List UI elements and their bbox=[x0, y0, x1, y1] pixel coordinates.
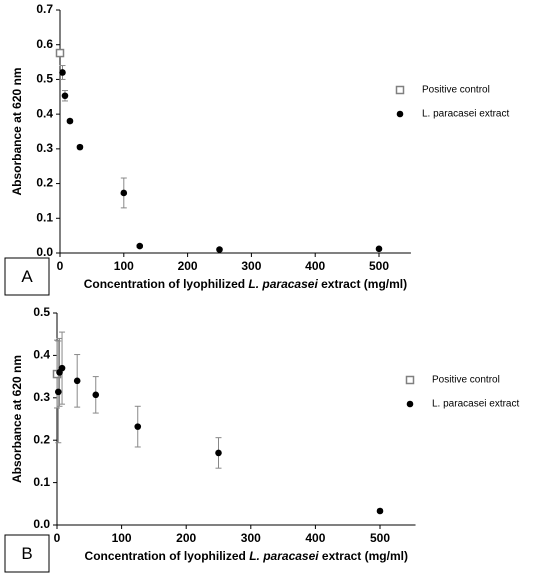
y-tick-label: 0.0 bbox=[36, 245, 53, 259]
y-tick-label: 0.7 bbox=[36, 2, 53, 16]
x-tick-label: 300 bbox=[241, 531, 261, 545]
point bbox=[376, 507, 384, 515]
x-tick-label: 200 bbox=[178, 259, 198, 273]
x-tick-label: 400 bbox=[305, 531, 325, 545]
y-tick-label: 0.4 bbox=[33, 348, 50, 362]
legend-marker bbox=[405, 375, 415, 385]
point bbox=[58, 364, 66, 372]
point bbox=[54, 388, 62, 396]
y-tick-label: 0.1 bbox=[36, 210, 53, 224]
point bbox=[76, 143, 84, 151]
y-tick-label: 0.3 bbox=[36, 141, 53, 155]
x-tick-label: 300 bbox=[241, 259, 261, 273]
y-tick-label: 0.3 bbox=[33, 390, 50, 404]
point bbox=[55, 48, 65, 58]
point bbox=[136, 242, 144, 250]
x-axis-label: Concentration of lyophilized L. paracase… bbox=[84, 277, 407, 291]
x-axis-label-part: L. paracasei bbox=[248, 277, 318, 291]
x-tick-label: 100 bbox=[112, 531, 132, 545]
y-tick-label: 0.6 bbox=[36, 37, 53, 51]
x-axis-label-part: extract (mg/ml) bbox=[318, 277, 407, 291]
point bbox=[61, 92, 69, 100]
y-tick-label: 0.2 bbox=[33, 432, 50, 446]
point bbox=[215, 449, 222, 457]
y-tick-label: 0.2 bbox=[36, 176, 53, 190]
x-axis-label: Concentration of lyophilized L. paracase… bbox=[85, 549, 408, 563]
x-axis-label-part: Concentration of lyophilized bbox=[85, 549, 250, 563]
x-tick-label: 0 bbox=[54, 531, 61, 545]
legend-marker bbox=[396, 110, 404, 118]
y-axis-label: Absorbance at 620 nm bbox=[10, 67, 24, 195]
panel-box bbox=[4, 534, 50, 573]
x-tick-label: 0 bbox=[57, 259, 64, 273]
y-tick-label: 0.5 bbox=[33, 305, 50, 319]
point bbox=[216, 246, 223, 253]
x-tick-label: 400 bbox=[305, 259, 325, 273]
legend-marker bbox=[406, 400, 414, 408]
legend-label: Positive control bbox=[432, 375, 500, 386]
legend-label: Positive control bbox=[422, 85, 490, 96]
y-tick-label: 0.1 bbox=[33, 475, 50, 489]
point bbox=[73, 377, 81, 385]
x-tick-label: 100 bbox=[114, 259, 134, 273]
legend-label: L. paracasei extract bbox=[422, 109, 509, 120]
point bbox=[134, 423, 142, 430]
y-axis-label: Absorbance at 620 nm bbox=[10, 355, 24, 483]
point bbox=[92, 391, 100, 399]
panel-label: A bbox=[21, 267, 33, 286]
legend-marker bbox=[395, 85, 405, 95]
panel-label: B bbox=[21, 544, 32, 563]
x-tick-label: 500 bbox=[369, 259, 389, 273]
point bbox=[120, 189, 128, 197]
x-axis-label-part: extract (mg/ml) bbox=[319, 549, 408, 563]
point bbox=[375, 245, 383, 253]
panel-box bbox=[4, 257, 50, 296]
y-tick-label: 0.4 bbox=[36, 106, 53, 120]
y-tick-label: 0.5 bbox=[36, 72, 53, 86]
legend-label: L. paracasei extract bbox=[432, 399, 519, 410]
y-tick-label: 0.0 bbox=[33, 517, 50, 531]
point bbox=[59, 69, 66, 76]
x-tick-label: 500 bbox=[370, 531, 390, 545]
x-tick-label: 200 bbox=[176, 531, 196, 545]
x-axis-label-part: L. paracasei bbox=[249, 549, 319, 563]
x-axis-label-part: Concentration of lyophilized bbox=[84, 277, 249, 291]
point bbox=[66, 117, 74, 125]
